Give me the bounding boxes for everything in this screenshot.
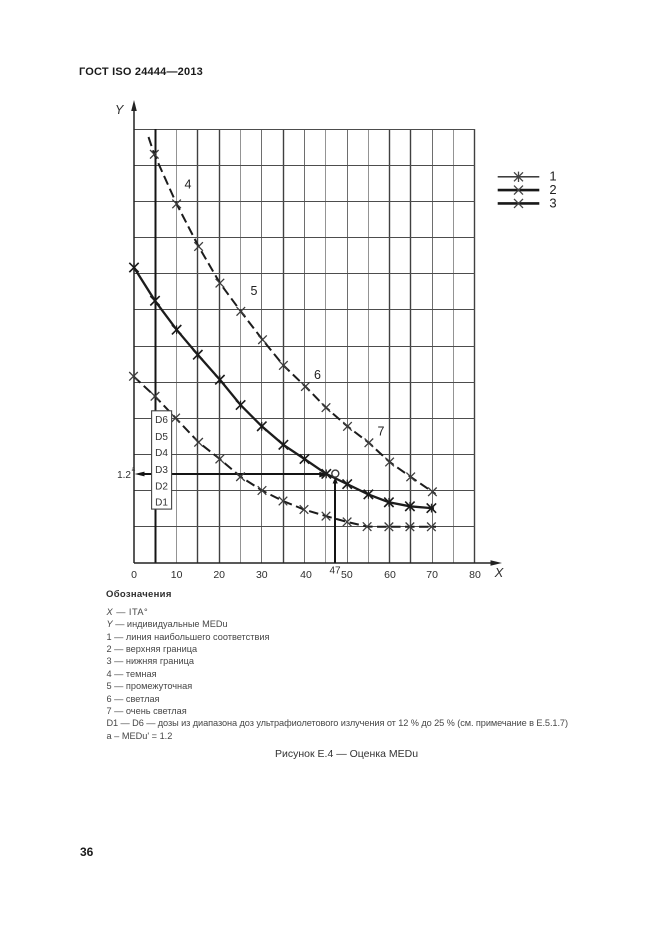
svg-text:20: 20: [213, 569, 225, 581]
svg-text:50: 50: [341, 569, 353, 581]
svg-text:X: X: [494, 565, 505, 580]
svg-text:D1: D1: [155, 498, 168, 509]
svg-text:70: 70: [426, 569, 438, 581]
svg-text:5: 5: [251, 284, 258, 298]
svg-text:4: 4: [185, 178, 192, 192]
svg-text:D5: D5: [155, 432, 168, 443]
svg-text:3: 3: [549, 195, 556, 210]
svg-text:0: 0: [131, 569, 137, 581]
svg-text:2: 2: [549, 182, 556, 197]
svg-text:30: 30: [256, 569, 268, 581]
svg-text:D3: D3: [155, 465, 168, 476]
svg-text:1.2: 1.2: [117, 470, 131, 481]
svg-text:47: 47: [329, 566, 341, 577]
svg-text:7: 7: [378, 425, 385, 439]
svg-text:60: 60: [384, 569, 396, 581]
svg-text:D4: D4: [155, 448, 168, 459]
svg-text:10: 10: [171, 569, 183, 581]
svg-text:1: 1: [549, 169, 556, 184]
svg-text:D6: D6: [155, 415, 168, 426]
svg-text:6: 6: [314, 368, 321, 382]
svg-text:80: 80: [469, 569, 481, 581]
svg-text:D2: D2: [155, 481, 168, 492]
svg-text:a: a: [132, 466, 136, 473]
svg-text:Y: Y: [115, 103, 125, 117]
svg-text:40: 40: [300, 569, 312, 581]
